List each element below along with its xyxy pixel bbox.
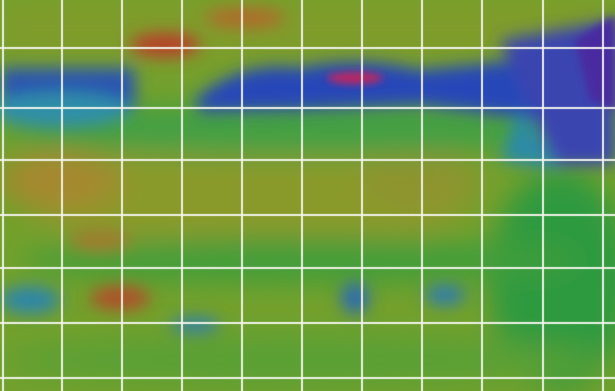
color-field — [0, 0, 615, 391]
page — [0, 0, 615, 391]
heatmap — [0, 0, 615, 391]
